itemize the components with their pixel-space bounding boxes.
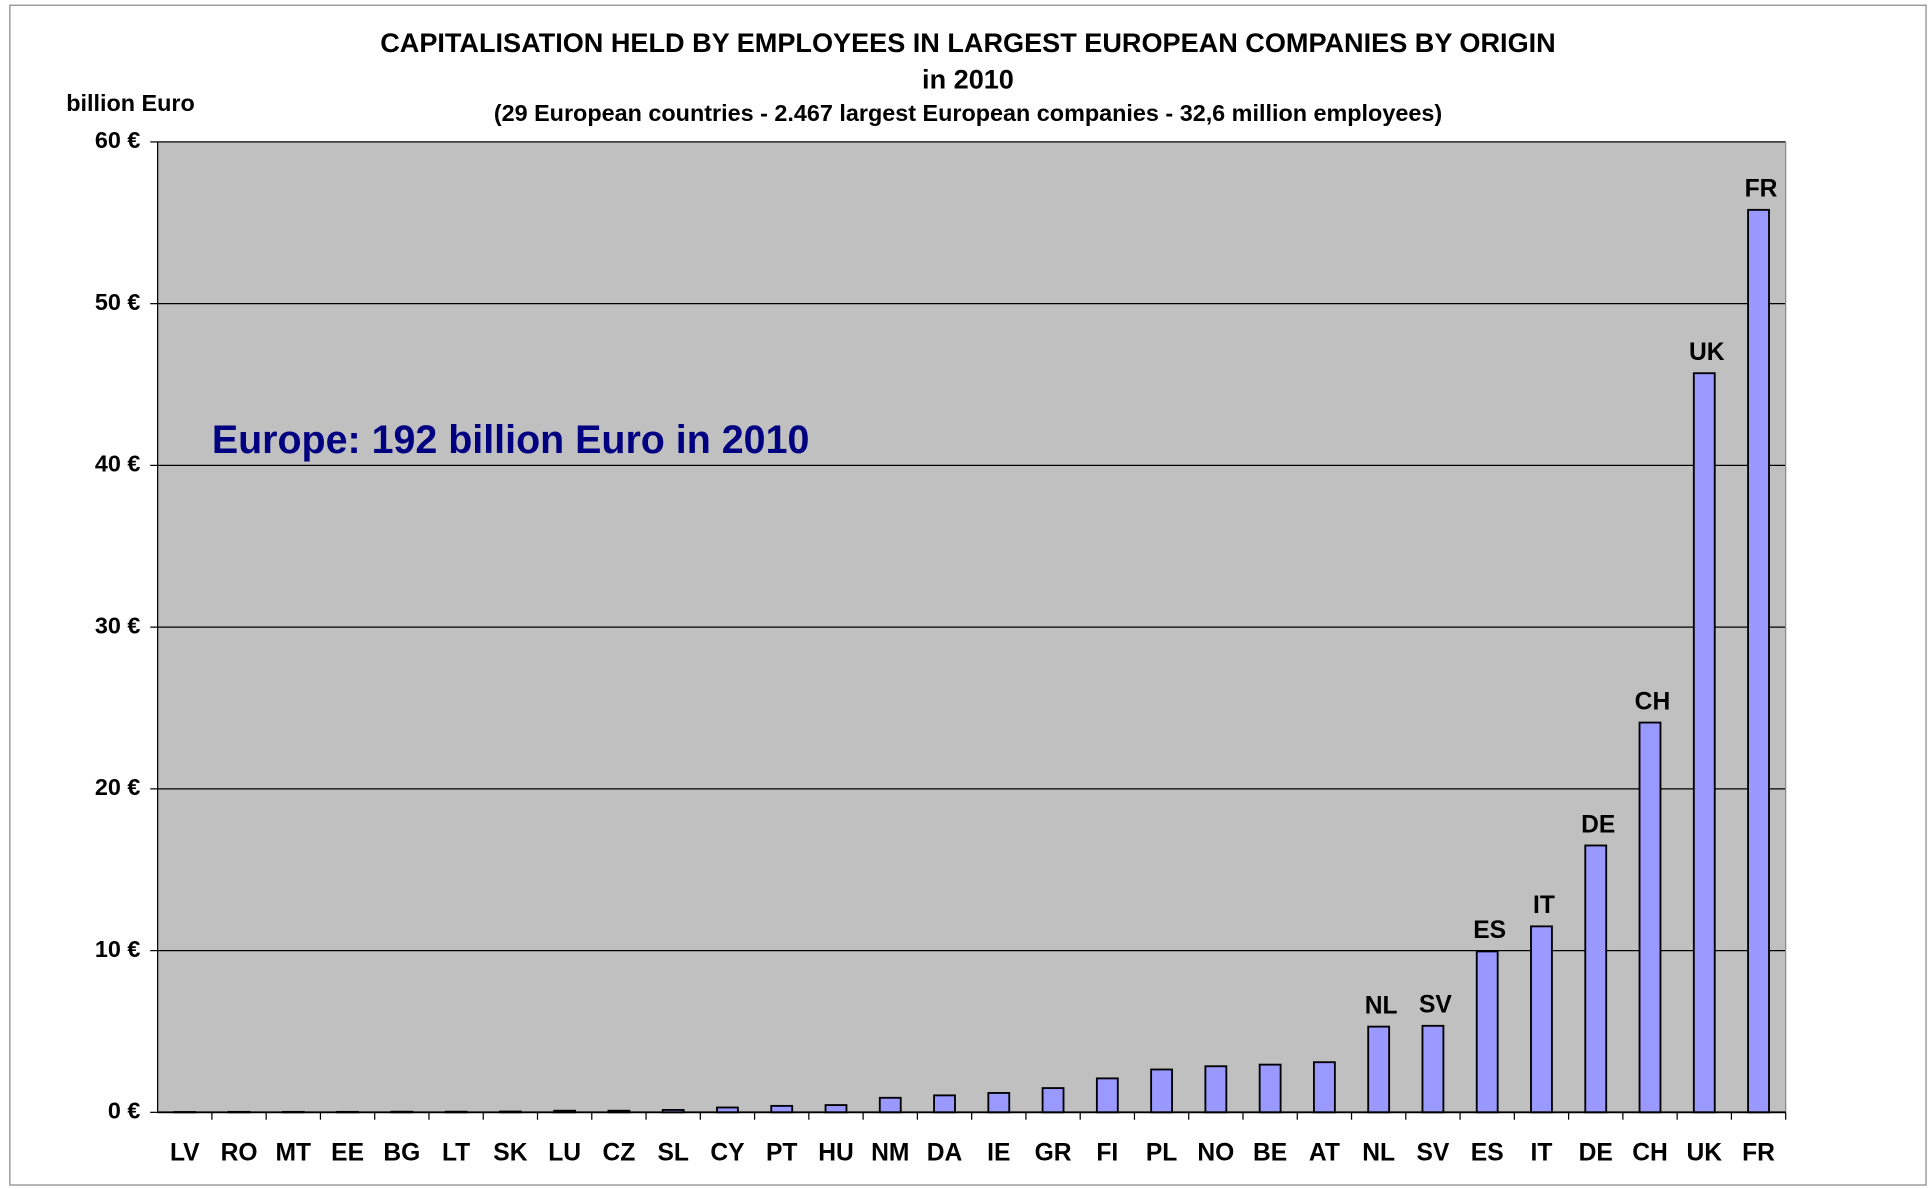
- x-tick-label: AT: [1309, 1140, 1340, 1167]
- x-tick-label: HU: [818, 1140, 854, 1167]
- bar-label: ES: [1473, 917, 1506, 944]
- x-tick-label: FR: [1742, 1140, 1775, 1167]
- bar-label: UK: [1689, 339, 1725, 366]
- x-tick-label: EE: [331, 1140, 364, 1167]
- bar: [1421, 1024, 1445, 1114]
- x-tick-label: PL: [1146, 1140, 1177, 1167]
- y-tick-label: 50 €: [95, 289, 141, 315]
- bar: [770, 1104, 794, 1114]
- x-tick-label: LV: [170, 1140, 200, 1167]
- y-tick-label: 30 €: [95, 612, 141, 638]
- bar: [1313, 1061, 1336, 1114]
- x-tick-label: CH: [1632, 1140, 1668, 1167]
- chart-title: in 2010: [922, 64, 1014, 95]
- x-tick-label: MT: [276, 1140, 312, 1167]
- chart-subtitle: (29 European countries - 2.467 largest E…: [494, 100, 1442, 126]
- bar: [878, 1096, 902, 1114]
- bar: [1367, 1025, 1391, 1114]
- x-tick-label: NO: [1197, 1140, 1234, 1167]
- bar: [933, 1094, 956, 1114]
- y-tick-label: 40 €: [95, 451, 141, 477]
- bar-label: NL: [1365, 992, 1398, 1019]
- bar: [1475, 950, 1499, 1114]
- x-tick-label: ES: [1471, 1140, 1504, 1167]
- y-tick-label: 20 €: [95, 774, 141, 800]
- x-tick-label: RO: [221, 1140, 258, 1167]
- bar-label: CH: [1635, 688, 1671, 715]
- bar-label: SV: [1419, 992, 1452, 1019]
- x-tick-label: LU: [548, 1140, 581, 1167]
- bar: [1095, 1077, 1119, 1114]
- bar: [1204, 1065, 1228, 1114]
- chart-title: CAPITALISATION HELD BY EMPLOYEES IN LARG…: [380, 27, 1556, 58]
- bar: [1692, 372, 1716, 1114]
- bar: [1638, 721, 1662, 1114]
- bar: [1258, 1063, 1282, 1114]
- x-tick-label: DE: [1579, 1140, 1613, 1167]
- x-tick-label: DA: [927, 1140, 963, 1167]
- bar: [1041, 1087, 1065, 1114]
- x-tick-label: GR: [1035, 1140, 1072, 1167]
- x-tick-label: CY: [710, 1140, 745, 1167]
- x-tick-label: SK: [493, 1140, 527, 1167]
- y-tick-label: 60 €: [95, 127, 141, 153]
- x-tick-label: SV: [1417, 1140, 1450, 1167]
- bar: [824, 1104, 848, 1114]
- y-axis-label: billion Euro: [66, 90, 195, 116]
- x-tick-label: IT: [1531, 1140, 1553, 1167]
- bar: [1584, 844, 1608, 1114]
- bar: [1530, 925, 1553, 1114]
- bar-label: IT: [1533, 892, 1555, 919]
- bar: [1150, 1068, 1173, 1114]
- x-tick-label: PT: [766, 1140, 797, 1167]
- x-tick-label: IE: [987, 1140, 1010, 1167]
- x-tick-label: FI: [1096, 1140, 1118, 1167]
- y-tick-label: 0 €: [108, 1098, 141, 1124]
- x-tick-label: LT: [442, 1140, 470, 1167]
- x-tick-label: NL: [1362, 1140, 1395, 1167]
- y-tick-label: 10 €: [95, 936, 141, 962]
- annotation: Europe: 192 billion Euro in 2010: [212, 418, 810, 462]
- bar: [987, 1092, 1011, 1114]
- x-tick-label: BE: [1253, 1140, 1287, 1167]
- x-tick-label: CZ: [602, 1140, 635, 1167]
- x-tick-label: NM: [871, 1140, 909, 1167]
- x-tick-label: BG: [383, 1140, 420, 1167]
- bar-label: DE: [1581, 811, 1615, 838]
- bar: [1747, 208, 1770, 1114]
- bar-label: FR: [1745, 176, 1778, 203]
- x-tick-label: SL: [657, 1140, 688, 1167]
- x-tick-label: UK: [1686, 1140, 1722, 1167]
